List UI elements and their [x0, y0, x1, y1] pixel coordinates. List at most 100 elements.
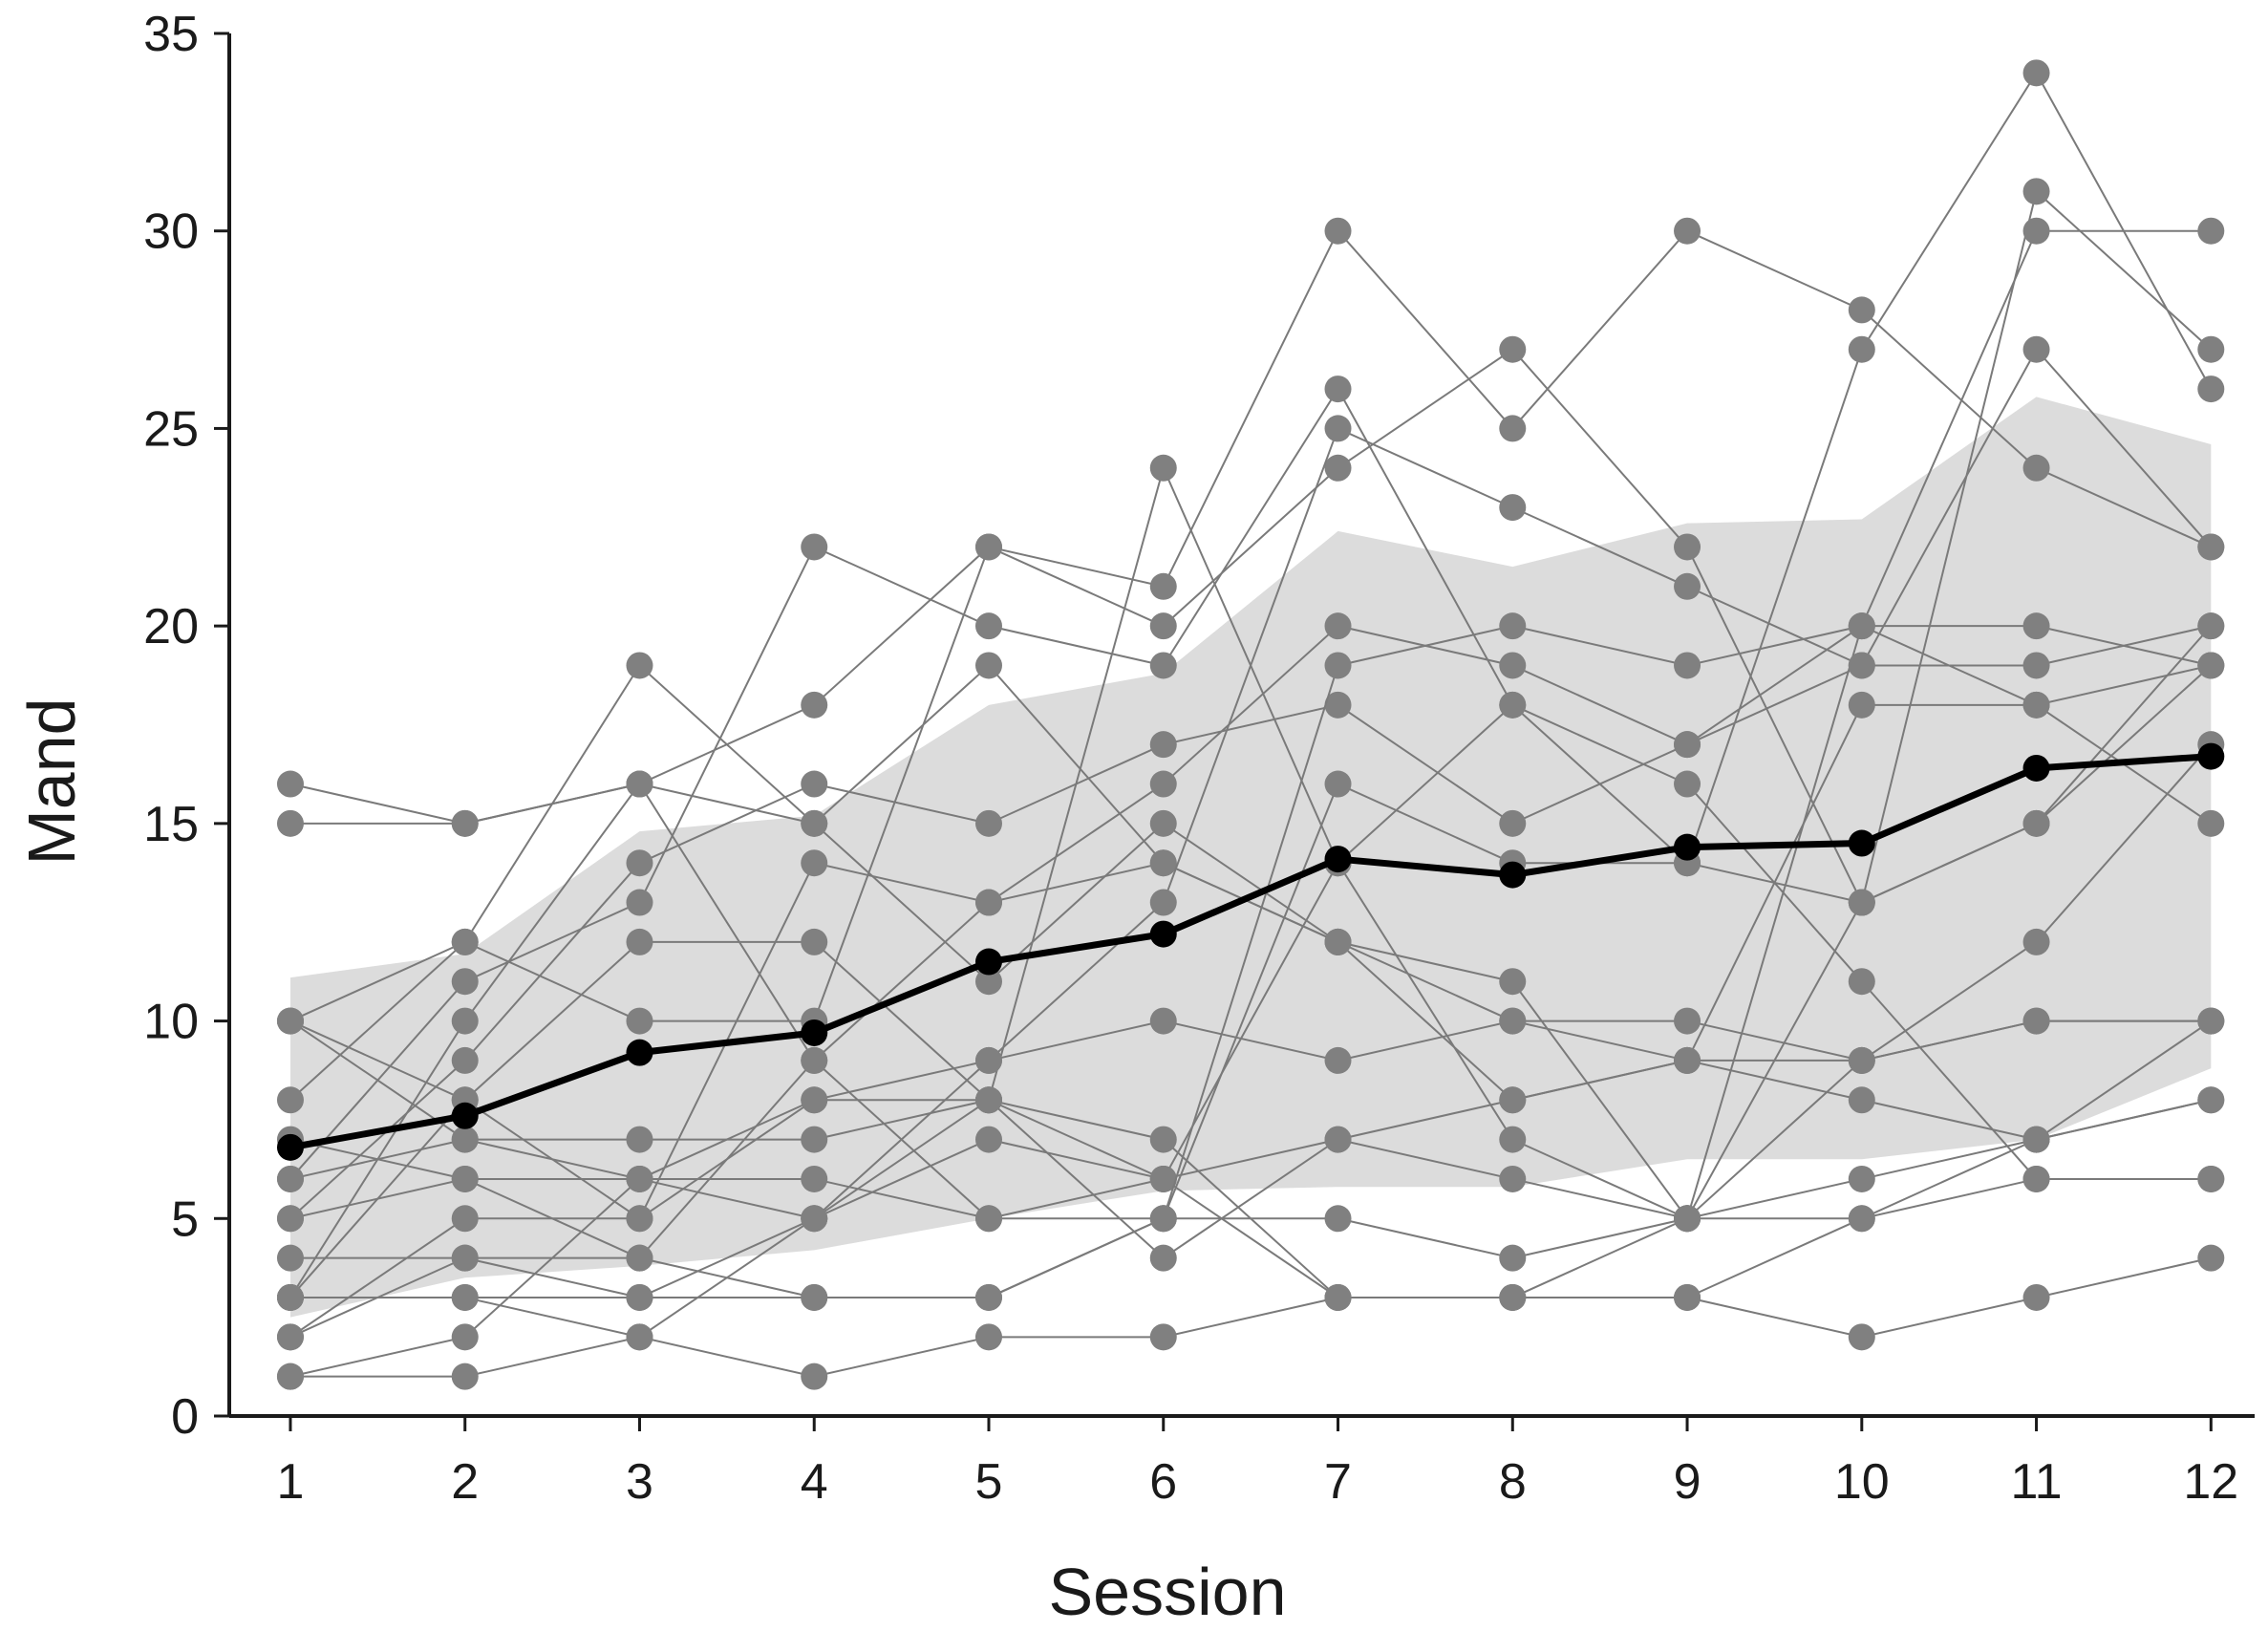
individual-data-point [2022, 59, 2050, 87]
individual-data-point [801, 1086, 828, 1114]
individual-data-point [1674, 1205, 1701, 1233]
individual-data-point [276, 1205, 304, 1233]
y-tick-label: 35 [143, 7, 199, 62]
x-tick-label: 8 [1499, 1454, 1527, 1510]
individual-data-point [1149, 849, 1177, 877]
individual-data-point [2197, 217, 2225, 245]
individual-series-line [289, 743, 2213, 1259]
individual-data-point [2022, 691, 2050, 719]
individual-data-point [975, 612, 1002, 640]
individual-data-point [2022, 335, 2050, 363]
individual-data-point [801, 691, 828, 719]
individual-data-point [276, 809, 304, 837]
individual-data-point [1324, 691, 1352, 719]
individual-data-point [276, 1363, 304, 1390]
mean-data-point [1499, 861, 1527, 889]
individual-data-point [626, 1165, 653, 1192]
individual-data-point [975, 652, 1002, 679]
mean-data-point [2022, 754, 2050, 782]
individual-data-point [276, 1283, 304, 1311]
individual-data-point [1324, 454, 1352, 482]
individual-data-point [1149, 1007, 1177, 1035]
individual-data-point [975, 1046, 1002, 1074]
individual-series-line [289, 1099, 2212, 1259]
individual-data-point [801, 533, 828, 561]
individual-data-point [1674, 1283, 1701, 1311]
individual-data-point [1848, 652, 1875, 679]
individual-data-point [451, 1046, 479, 1074]
mean-data-point [1674, 833, 1701, 861]
individual-data-point [1674, 1007, 1701, 1035]
individual-series-line [289, 229, 2212, 1298]
individual-data-point [451, 809, 479, 837]
individual-data-point [2022, 928, 2050, 955]
individual-data-point [626, 652, 653, 679]
individual-data-point [1149, 1323, 1177, 1351]
individual-data-point [1324, 376, 1352, 403]
individual-data-point [451, 1165, 479, 1192]
individual-data-point [2197, 1086, 2225, 1114]
individual-data-point [451, 1323, 479, 1351]
individual-data-point [1499, 809, 1527, 837]
individual-data-point [1674, 217, 1701, 245]
individual-data-point [1149, 572, 1177, 600]
individual-series-line [289, 1019, 2212, 1378]
individual-data-point [2022, 652, 2050, 679]
individual-data-point [1499, 652, 1527, 679]
individual-data-point [975, 968, 1002, 996]
individual-data-point [626, 1205, 653, 1233]
individual-data-point [626, 1323, 653, 1351]
individual-data-point [975, 533, 1002, 561]
individual-data-point [2197, 612, 2225, 640]
individual-data-point [626, 1244, 653, 1272]
individual-series-line [289, 1138, 2212, 1339]
individual-data-point [2022, 809, 2050, 837]
individual-series [276, 217, 2225, 1114]
mean-data-point [2197, 742, 2225, 770]
individual-data-point [1499, 691, 1527, 719]
individual-data-point [1324, 1283, 1352, 1311]
individual-series [276, 217, 2225, 1311]
individual-data-point [2197, 376, 2225, 403]
individual-data-point [801, 1205, 828, 1233]
individual-data-point [801, 809, 828, 837]
individual-data-point [276, 770, 304, 798]
individual-data-point [801, 1283, 828, 1311]
individual-data-point [451, 928, 479, 955]
individual-data-point [1848, 968, 1875, 996]
individual-data-point [2197, 1165, 2225, 1192]
x-tick-label: 5 [975, 1454, 1003, 1510]
individual-data-point [801, 928, 828, 955]
x-tick-label: 4 [801, 1454, 828, 1510]
mean-data-point [975, 948, 1002, 976]
mean-data-point [1324, 846, 1352, 873]
individual-data-point [1149, 731, 1177, 759]
individual-data-point [1149, 889, 1177, 916]
confidence-band-layer [289, 397, 2212, 1318]
individual-data-point [1149, 1244, 1177, 1272]
individual-series-line [289, 427, 2212, 1339]
individual-data-point [1324, 1205, 1352, 1233]
individual-data-point [1324, 415, 1352, 442]
individual-data-point [2197, 335, 2225, 363]
individual-data-point [1848, 296, 1875, 324]
individual-data-point [1499, 1244, 1527, 1272]
individual-data-point [1674, 572, 1701, 600]
individual-data-point [1848, 1205, 1875, 1233]
mean-data-point [451, 1102, 479, 1129]
individual-data-point [626, 1283, 653, 1311]
individual-data-point [975, 1205, 1002, 1233]
individual-data-point [626, 1126, 653, 1153]
individual-data-point [451, 1283, 479, 1311]
individual-data-point [2022, 612, 2050, 640]
individual-data-point [2022, 454, 2050, 482]
individual-data-point [1499, 1283, 1527, 1311]
individual-data-point [1324, 928, 1352, 955]
individual-data-point [1324, 1046, 1352, 1074]
x-tick-label: 1 [277, 1454, 305, 1510]
individual-data-point [975, 889, 1002, 916]
x-tick-label: 10 [1834, 1454, 1890, 1510]
y-tick-label: 20 [143, 599, 199, 655]
